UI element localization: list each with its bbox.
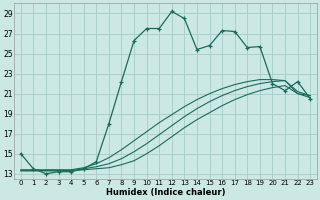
X-axis label: Humidex (Indice chaleur): Humidex (Indice chaleur): [106, 188, 225, 197]
